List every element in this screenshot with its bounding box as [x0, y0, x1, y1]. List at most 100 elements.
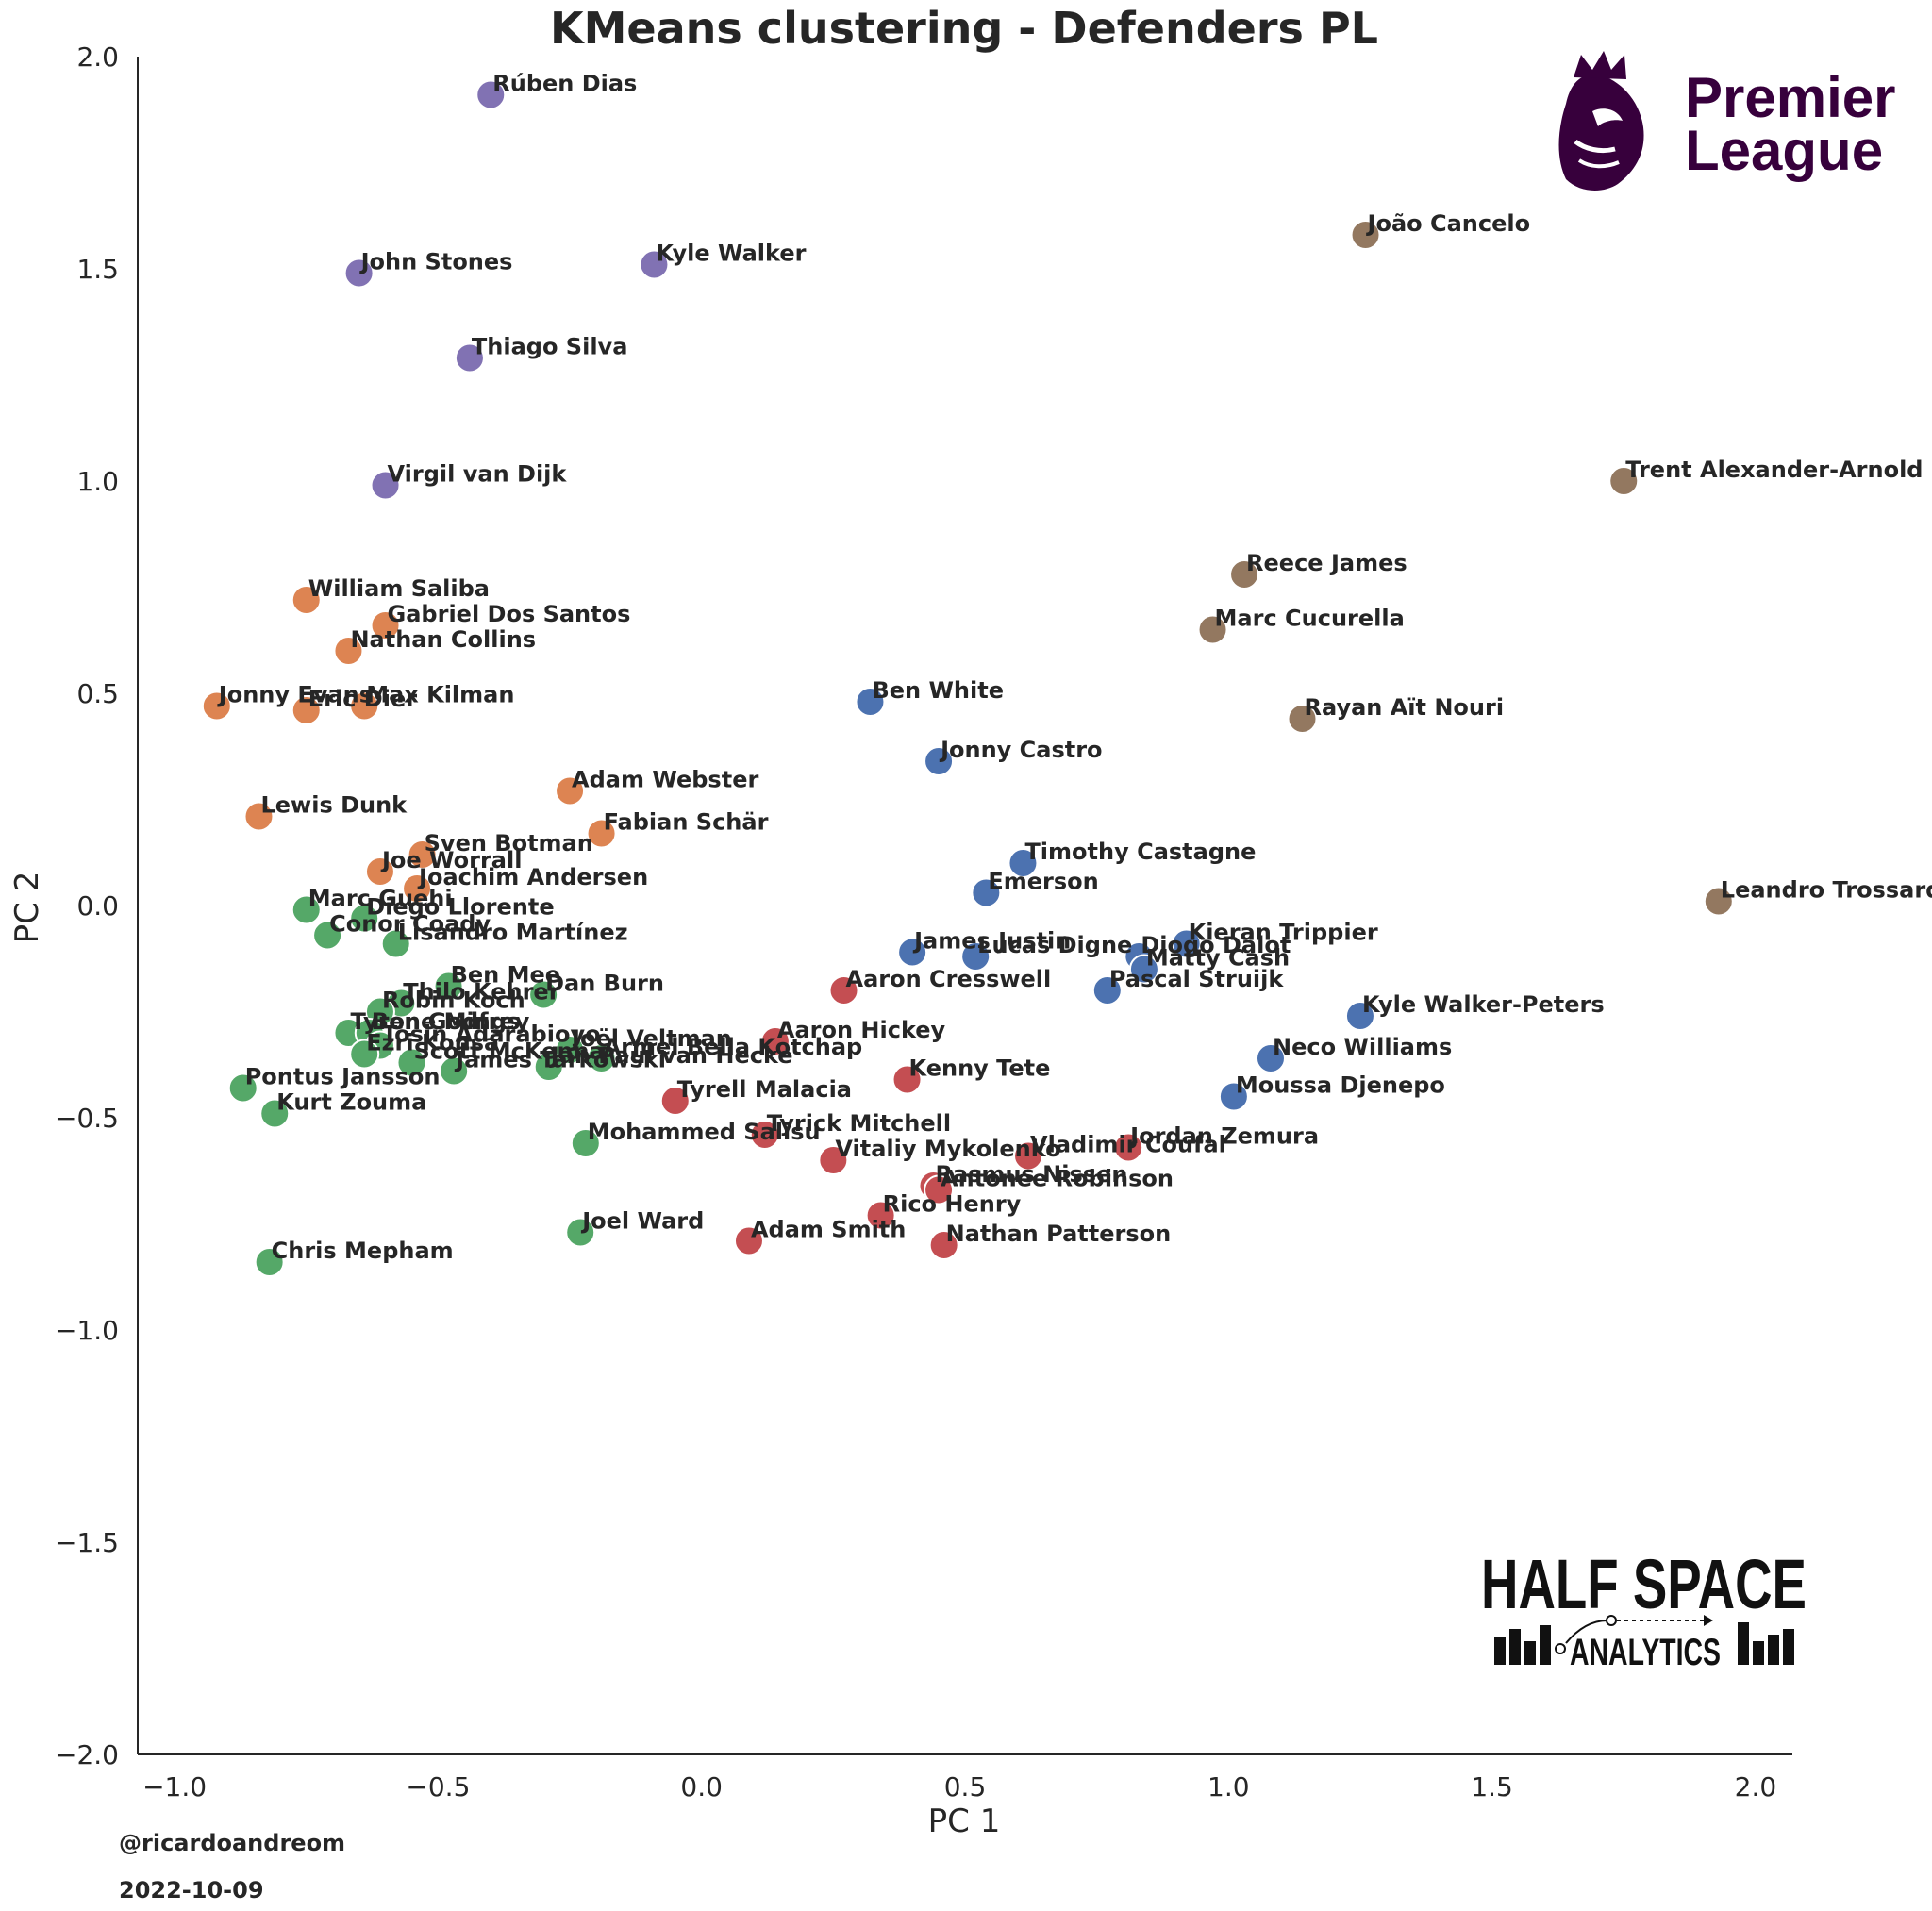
data-point: [1287, 704, 1318, 734]
point-label: Nathan Collins: [350, 626, 536, 653]
point-label: Armel Bella Kotchap: [604, 1034, 863, 1060]
point-label: Joachim Andersen: [417, 864, 648, 890]
data-point: [1703, 886, 1734, 917]
x-tick-label: 2.0: [1735, 1771, 1777, 1803]
data-point: [555, 775, 586, 806]
data-point: [291, 695, 322, 725]
data-point: [201, 690, 232, 722]
data-point: [402, 873, 433, 904]
point-labels: Rúben Dias John Stones Kyle Walker Thiago S…: [217, 71, 1932, 1265]
point-label: Lewis Dunk: [260, 792, 408, 819]
data-point: [1113, 1132, 1144, 1163]
point-label: Max Kilman: [366, 682, 514, 708]
x-tick-labels: −1.0 −0.5 0.0 0.5 1.0 1.5 2.0: [142, 1771, 1776, 1803]
point-label: Joe Worrall: [380, 847, 522, 873]
point-label: João Cancelo: [1366, 210, 1531, 237]
point-label: James Justin: [912, 928, 1071, 955]
y-tick-label: −1.0: [55, 1315, 119, 1346]
data-point: [254, 1247, 285, 1277]
point-label: Marc Guehi: [308, 886, 453, 912]
data-point: [960, 941, 991, 972]
point-label: Adam Smith: [751, 1217, 906, 1243]
data-point: [555, 1035, 586, 1065]
point-label: Emerson: [988, 869, 1098, 895]
data-point: [891, 1064, 923, 1095]
data-point: [971, 877, 1002, 908]
data-point: [570, 1128, 601, 1158]
point-label: Reece James: [1246, 550, 1407, 576]
y-tick-label: 1.0: [76, 466, 119, 497]
point-label: Rayan Aït Nouri: [1305, 694, 1505, 721]
point-label: Mohammed Salisu: [588, 1119, 821, 1145]
data-point: [749, 1120, 780, 1150]
data-point: [370, 470, 401, 501]
x-tick-label: 1.5: [1471, 1771, 1513, 1803]
data-point: [475, 79, 507, 110]
point-label: John Stones: [359, 249, 513, 275]
data-point: [333, 636, 364, 666]
point-label: Scott McKenna: [413, 1039, 604, 1065]
point-label: Nathan Patterson: [946, 1221, 1172, 1247]
point-label: Lucas Digne: [977, 932, 1132, 958]
data-point: [928, 1230, 959, 1260]
half-space-line2: ANALYTICS: [1570, 1632, 1721, 1673]
point-label: James Tarkowski: [454, 1047, 666, 1073]
data-point: [407, 839, 438, 870]
point-label: Thilo Kehrer: [403, 979, 559, 1005]
point-label: Sven Botman: [425, 830, 593, 856]
point-label: Kyle Walker-Peters: [1362, 991, 1605, 1018]
y-tick-label: 0.0: [76, 890, 119, 922]
point-label: Ben Godfrey: [372, 1008, 530, 1035]
data-point: [343, 258, 375, 289]
lion-icon: [1558, 51, 1644, 191]
point-label: William Saliba: [308, 575, 490, 602]
point-label: Jan Paul van Hecke: [549, 1042, 793, 1069]
point-label: Vladimir Coufal: [1030, 1132, 1226, 1158]
data-point: [1218, 1081, 1249, 1112]
data-point: [924, 1174, 955, 1205]
point-label: Gabriel Dos Santos: [388, 601, 631, 627]
data-point: [586, 1043, 617, 1073]
x-tick-label: 0.5: [944, 1771, 987, 1803]
data-point: [1229, 559, 1260, 590]
chart-date: 2022-10-09: [119, 1877, 264, 1903]
point-label: Pontus Jansson: [245, 1064, 441, 1090]
x-tick-label: −1.0: [142, 1771, 207, 1803]
data-point: [227, 1072, 258, 1104]
data-point: [349, 903, 380, 934]
y-tick-label: −2.0: [55, 1739, 119, 1770]
author-handle: @ricardoandreom: [119, 1830, 345, 1856]
point-label: Fabian Schär: [604, 809, 769, 836]
point-label: Marc Cucurella: [1215, 606, 1405, 632]
point-label: Kieran Trippier: [1189, 920, 1378, 946]
point-label: Robin Koch: [382, 988, 525, 1014]
chart-title: KMeans clustering - Defenders PL: [550, 3, 1378, 54]
data-point: [370, 610, 401, 640]
point-label: Vitaliy Mykolenko: [835, 1136, 1060, 1162]
point-label: Kenny Tete: [909, 1055, 1051, 1082]
data-point: [733, 1225, 764, 1256]
premier-league-line2: League: [1685, 119, 1883, 182]
half-space-analytics-logo: HALF SPACE ANALYTICS: [1481, 1545, 1807, 1673]
data-point: [1197, 614, 1228, 645]
point-label: Rasmus Nissen: [935, 1161, 1127, 1188]
point-label: Thiago Silva: [472, 334, 627, 360]
x-tick-label: 0.0: [680, 1771, 723, 1803]
data-point: [1255, 1043, 1286, 1073]
premier-league-logo: Premier League: [1558, 51, 1895, 191]
data-point: [865, 1200, 896, 1231]
x-tick-label: 1.0: [1208, 1771, 1250, 1803]
data-point: [349, 1039, 380, 1070]
point-label: Tyrick Mitchell: [767, 1110, 951, 1137]
data-point: [364, 856, 395, 887]
point-label: Aaron Hickey: [777, 1017, 946, 1043]
point-label: Adam Webster: [572, 767, 758, 793]
point-label: Lisandro Martínez: [398, 920, 628, 946]
premier-league-line1: Premier: [1685, 66, 1895, 129]
data-point: [1608, 466, 1640, 496]
point-label: Pascal Struijk: [1109, 966, 1285, 992]
point-label: Diego Llorente: [366, 894, 554, 921]
point-label: Antonee Robinson: [941, 1166, 1174, 1192]
y-tick-label: −1.5: [55, 1527, 119, 1558]
